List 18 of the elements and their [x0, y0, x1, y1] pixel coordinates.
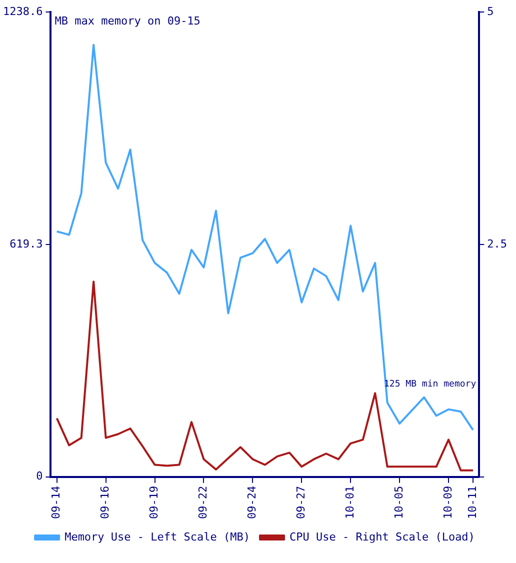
- x-tick-label: 10-11: [466, 486, 479, 520]
- x-tick-label: 09-27: [294, 486, 308, 520]
- x-tick-label: 09-19: [148, 486, 161, 520]
- y2-tick-label: 5: [487, 4, 494, 18]
- legend-label: CPU Use - Right Scale (Load): [290, 530, 475, 544]
- x-tick-label: 09-24: [246, 486, 259, 520]
- x-tick-label: 09-22: [196, 486, 210, 520]
- annotation: MB max memory on 09-15: [54, 14, 200, 28]
- legend-label: Memory Use - Left Scale (MB): [64, 530, 250, 544]
- y-tick-label: 1238.6: [2, 4, 43, 18]
- x-tick-label: 09-16: [98, 486, 112, 520]
- y-tick-label: 0: [36, 470, 43, 483]
- x-tick-label: 10-05: [392, 486, 406, 520]
- y2-tick-label: 2.5: [487, 237, 508, 250]
- x-tick-label: 09-14: [50, 486, 63, 520]
- x-tick-label: 10-01: [343, 486, 356, 520]
- y-tick-label: 619.3: [10, 237, 43, 250]
- x-tick-label: 10-09: [441, 486, 454, 520]
